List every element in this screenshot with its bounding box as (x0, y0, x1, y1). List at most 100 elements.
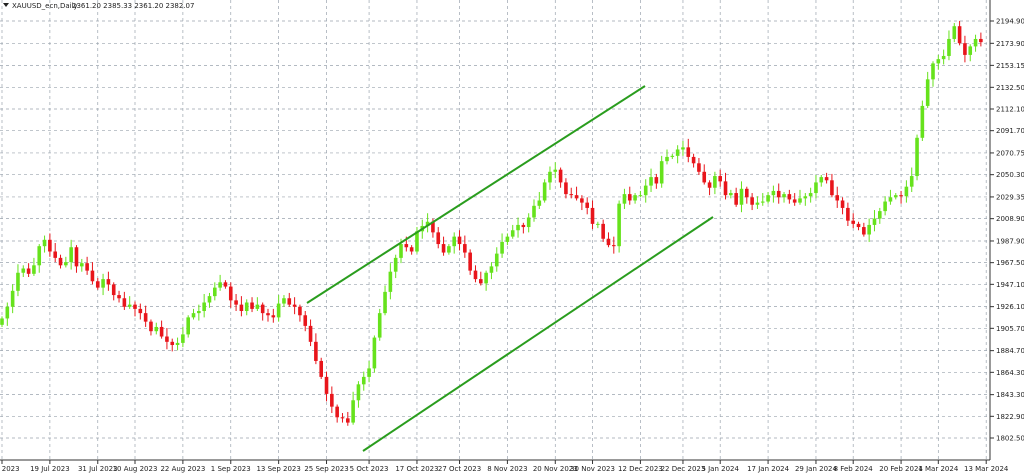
channel-lower-line[interactable] (362, 216, 714, 452)
bull-candle[interactable] (915, 134, 919, 181)
trend-channel[interactable] (306, 85, 714, 452)
bull-candle[interactable] (798, 189, 802, 205)
bear-candle[interactable] (580, 195, 584, 211)
bear-candle[interactable] (117, 290, 121, 303)
bull-candle[interactable] (191, 308, 196, 320)
bear-candle[interactable] (85, 256, 89, 275)
bull-candle[interactable] (665, 149, 669, 165)
bear-candle[interactable] (292, 297, 297, 315)
bear-candle[interactable] (463, 235, 467, 258)
bear-candle[interactable] (457, 230, 462, 251)
bull-candle[interactable] (21, 265, 26, 278)
bear-candle[interactable] (143, 305, 148, 327)
bull-candle[interactable] (425, 213, 430, 233)
bull-candle[interactable] (548, 166, 552, 190)
bull-candle[interactable] (32, 257, 36, 276)
bear-candle[interactable] (824, 172, 829, 184)
bull-candle[interactable] (675, 145, 680, 164)
bear-candle[interactable] (979, 32, 983, 47)
bull-candle[interactable] (16, 264, 20, 297)
bull-candle[interactable] (494, 247, 499, 272)
bear-candle[interactable] (346, 411, 350, 426)
bear-candle[interactable] (750, 193, 754, 211)
bear-candle[interactable] (260, 302, 265, 321)
bear-candle[interactable] (862, 222, 866, 237)
bull-candle[interactable] (383, 285, 387, 316)
bull-candle[interactable] (888, 189, 893, 205)
bull-candle[interactable] (909, 167, 914, 192)
bull-candle[interactable] (755, 196, 760, 209)
channel-upper-line[interactable] (306, 85, 646, 304)
bear-candle[interactable] (303, 311, 308, 332)
bull-candle[interactable] (154, 322, 159, 335)
bull-candle[interactable] (814, 174, 818, 199)
bull-candle[interactable] (872, 210, 877, 232)
bull-candle[interactable] (936, 54, 941, 70)
bear-candle[interactable] (90, 262, 95, 285)
bear-candle[interactable] (271, 308, 276, 323)
bear-candle[interactable] (122, 291, 127, 310)
bear-candle[interactable] (149, 319, 153, 336)
bear-candle[interactable] (707, 180, 712, 196)
bull-candle[interactable] (388, 263, 393, 300)
bull-candle[interactable] (659, 155, 664, 188)
bear-candle[interactable] (234, 294, 238, 312)
bull-candle[interactable] (973, 34, 978, 52)
bull-candle[interactable] (276, 295, 281, 322)
bull-candle[interactable] (80, 258, 84, 272)
bull-candle[interactable] (255, 297, 260, 312)
bear-candle[interactable] (239, 296, 244, 317)
bull-candle[interactable] (925, 71, 930, 109)
bear-candle[interactable] (521, 222, 526, 234)
bear-candle[interactable] (53, 242, 57, 263)
bull-candle[interactable] (452, 232, 456, 254)
bull-candle[interactable] (766, 191, 770, 204)
bear-candle[interactable] (601, 219, 605, 242)
bull-candle[interactable] (181, 326, 185, 348)
bull-candle[interactable] (244, 299, 249, 316)
bull-candle[interactable] (372, 335, 377, 373)
bear-candle[interactable] (223, 280, 228, 289)
bear-candle[interactable] (585, 197, 589, 215)
bull-candle[interactable] (739, 181, 744, 213)
bull-candle[interactable] (393, 254, 398, 279)
bull-candle[interactable] (10, 284, 15, 314)
bear-candle[interactable] (654, 173, 659, 189)
bull-candle[interactable] (893, 193, 898, 200)
bear-candle[interactable] (787, 189, 792, 204)
bull-candle[interactable] (197, 304, 201, 321)
bear-candle[interactable] (133, 301, 137, 317)
bear-candle[interactable] (250, 297, 254, 313)
bear-candle[interactable] (686, 138, 691, 163)
bull-candle[interactable] (819, 174, 824, 187)
bull-candle[interactable] (713, 171, 717, 195)
bear-candle[interactable] (612, 236, 616, 254)
bear-candle[interactable] (723, 172, 728, 200)
bear-candle[interactable] (26, 263, 31, 278)
bull-candle[interactable] (633, 193, 637, 204)
bull-candle[interactable] (526, 213, 531, 233)
bull-candle[interactable] (218, 274, 222, 291)
bear-candle[interactable] (324, 371, 329, 402)
bear-candle[interactable] (734, 187, 738, 207)
bear-candle[interactable] (840, 197, 845, 215)
bull-candle[interactable] (42, 235, 47, 253)
bull-candle[interactable] (947, 30, 951, 61)
bull-candle[interactable] (904, 180, 909, 203)
bull-candle[interactable] (356, 381, 361, 408)
bull-candle[interactable] (803, 193, 808, 206)
bear-candle[interactable] (691, 153, 696, 168)
bull-candle[interactable] (931, 61, 935, 87)
bear-candle[interactable] (718, 169, 722, 187)
bull-candle[interactable] (282, 295, 286, 307)
bull-candle[interactable] (920, 100, 925, 141)
bear-candle[interactable] (314, 333, 318, 365)
bear-candle[interactable] (702, 164, 707, 185)
bull-candle[interactable] (5, 302, 10, 326)
bear-candle[interactable] (627, 186, 632, 205)
bear-candle[interactable] (792, 193, 797, 206)
bull-candle[interactable] (367, 360, 371, 383)
bull-candle[interactable] (447, 244, 451, 255)
bear-candle[interactable] (856, 221, 861, 231)
